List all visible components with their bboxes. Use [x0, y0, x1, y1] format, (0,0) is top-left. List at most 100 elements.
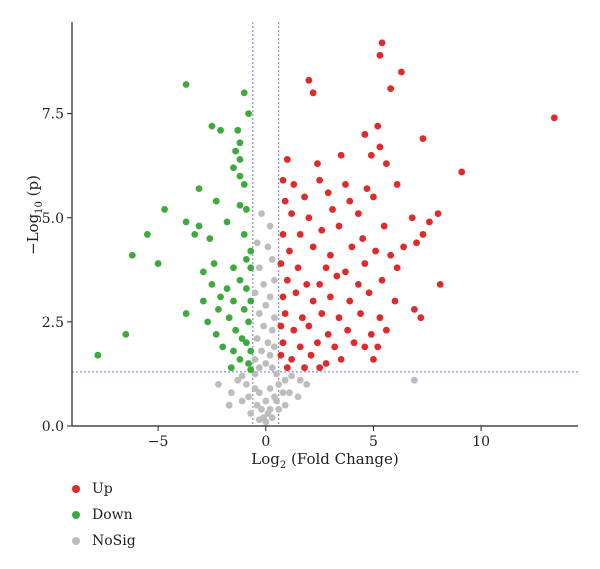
x-tick-label: 0: [261, 434, 270, 450]
point-up-24: [281, 197, 289, 205]
x-axis-label: Log2 (Fold Change): [251, 450, 398, 470]
point-up-55: [361, 260, 369, 267]
point-up-26: [324, 189, 332, 197]
point-down-10: [230, 164, 237, 172]
x-tick-label: −5: [148, 434, 169, 450]
point-down-1: [182, 81, 190, 88]
point-up-100: [301, 364, 308, 372]
point-nosig-40: [255, 389, 263, 397]
point-down-8: [232, 147, 240, 155]
point-up-76: [357, 310, 364, 317]
point-down-19: [223, 218, 231, 226]
point-nosig-46: [273, 397, 280, 405]
legend-item-up: Up: [72, 476, 136, 502]
point-up-57: [283, 276, 291, 284]
point-up-23: [393, 181, 401, 188]
point-up-38: [279, 231, 287, 238]
point-up-88: [314, 339, 321, 347]
point-nosig-31: [215, 380, 222, 388]
point-up-4: [305, 76, 313, 84]
point-down-29: [210, 260, 218, 267]
point-down-45: [225, 314, 233, 322]
point-nosig-57: [255, 416, 263, 424]
point-up-53: [322, 264, 330, 272]
point-up-50: [387, 251, 395, 259]
point-up-48: [348, 243, 356, 251]
point-nosig-14: [260, 322, 268, 330]
point-up-68: [346, 297, 354, 305]
point-up-87: [296, 343, 304, 351]
point-nosig-15: [268, 326, 276, 334]
point-up-61: [354, 280, 362, 288]
point-down-43: [240, 305, 248, 313]
point-up-16: [367, 151, 375, 159]
point-up-27: [346, 197, 354, 205]
point-up-94: [288, 355, 296, 363]
point-up-69: [365, 289, 373, 297]
point-up-60: [333, 272, 341, 280]
point-down-28: [154, 260, 162, 267]
point-down-22: [191, 231, 199, 238]
point-up-83: [367, 330, 375, 338]
point-up-6: [309, 89, 317, 97]
point-up-75: [335, 314, 343, 322]
point-up-64: [279, 293, 287, 301]
point-down-54: [247, 347, 255, 355]
point-down-24: [240, 231, 248, 238]
legend-swatch-down: [72, 511, 80, 519]
point-down-6: [234, 126, 242, 134]
point-down-40: [247, 297, 255, 305]
point-up-17: [382, 160, 390, 168]
point-nosig-23: [268, 364, 276, 372]
point-down-13: [240, 181, 248, 188]
point-up-11: [376, 143, 384, 151]
point-down-42: [215, 305, 222, 313]
point-nosig-36: [266, 385, 274, 392]
point-nosig-16: [253, 335, 261, 342]
point-up-54: [342, 268, 349, 276]
point-down-58: [227, 364, 235, 372]
y-axis-label: −Log10 (p): [24, 175, 45, 255]
point-nosig-33: [243, 380, 250, 388]
point-nosig-56: [268, 414, 276, 422]
point-up-22: [363, 185, 371, 192]
point-up-25: [301, 193, 308, 201]
point-up-19: [290, 181, 298, 188]
point-up-35: [354, 210, 362, 217]
point-up-93: [277, 351, 285, 359]
legend-swatch-nosig: [72, 537, 80, 545]
point-up-73: [298, 314, 306, 322]
point-nosig-22: [262, 360, 270, 367]
point-down-21: [143, 231, 151, 238]
point-down-5: [217, 126, 224, 134]
point-nosig-24: [255, 364, 263, 372]
point-down-39: [230, 297, 237, 305]
point-down-7: [236, 139, 244, 147]
point-up-66: [309, 297, 317, 305]
legend-label-up: Up: [92, 481, 113, 497]
point-up-79: [290, 326, 298, 334]
point-nosig-6: [255, 264, 263, 272]
point-nosig-1: [258, 210, 265, 217]
point-nosig-34: [275, 380, 283, 388]
point-nosig-3: [253, 239, 261, 247]
point-nosig-59: [251, 370, 259, 378]
point-up-72: [281, 310, 289, 317]
y-tick-label: 0.0: [42, 419, 64, 435]
point-up-14: [314, 160, 321, 168]
point-nosig-28: [296, 376, 304, 384]
point-up-101: [316, 364, 324, 372]
point-down-11: [236, 172, 244, 180]
legend-swatch-up: [72, 485, 80, 493]
point-up-10: [361, 131, 369, 138]
y-tick-label: 2.5: [42, 315, 64, 331]
point-up-98: [370, 355, 377, 363]
point-nosig-21: [251, 355, 259, 363]
point-down-25: [128, 251, 136, 259]
point-up-91: [361, 343, 369, 351]
point-nosig-26: [238, 372, 246, 380]
point-up-18: [279, 176, 287, 184]
point-up-45: [286, 247, 293, 255]
point-down-26: [247, 247, 255, 255]
point-down-59: [247, 366, 255, 374]
